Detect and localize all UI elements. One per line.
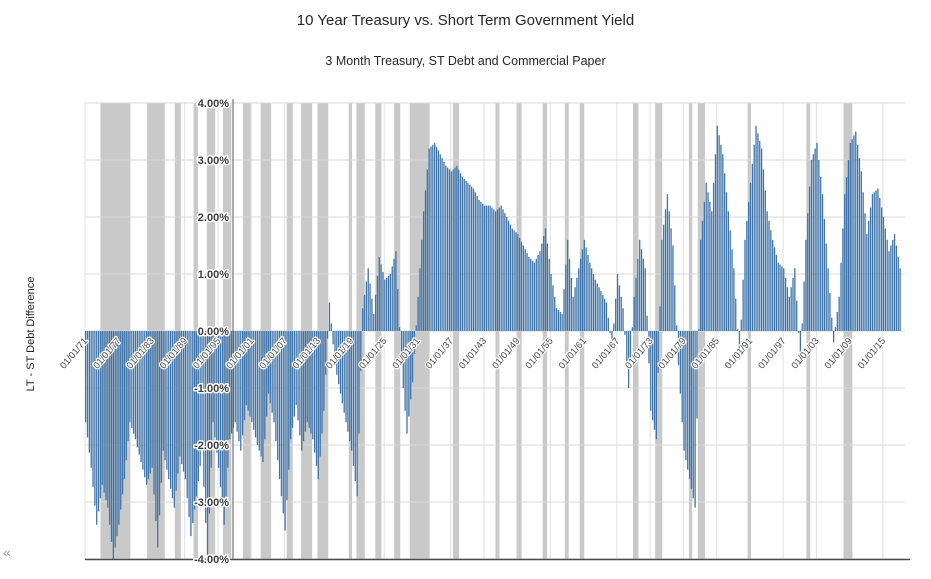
collapse-chevron-icon[interactable]: « bbox=[3, 544, 11, 560]
y-tick-label: -1.00% bbox=[194, 383, 229, 395]
axis-lines bbox=[85, 99, 910, 561]
spread-bars bbox=[85, 125, 901, 559]
y-tick-label: 0.00% bbox=[198, 326, 229, 338]
y-tick-label: 3.00% bbox=[198, 155, 229, 167]
x-axis-labels: 01/01/71 01/01/77 01/01/83 01/01/89 01/01/95… bbox=[57, 335, 890, 373]
chart-subtitle: 3 Month Treasury, ST Debt and Commercial… bbox=[325, 54, 606, 68]
y-tick-label: 1.00% bbox=[198, 269, 229, 281]
y-tick-label: -4.00% bbox=[194, 554, 229, 566]
y-tick-label: 2.00% bbox=[198, 212, 229, 224]
y-tick-label: -3.00% bbox=[194, 497, 229, 509]
chart-title: 10 Year Treasury vs. Short Term Governme… bbox=[296, 12, 635, 29]
y-axis-labels: 4.00% 3.00% 2.00% 1.00% 0.00% -1.00% -2.00% -3.… bbox=[193, 97, 231, 568]
y-tick-label: -2.00% bbox=[194, 440, 229, 452]
y-tick-label: 4.00% bbox=[198, 98, 229, 110]
